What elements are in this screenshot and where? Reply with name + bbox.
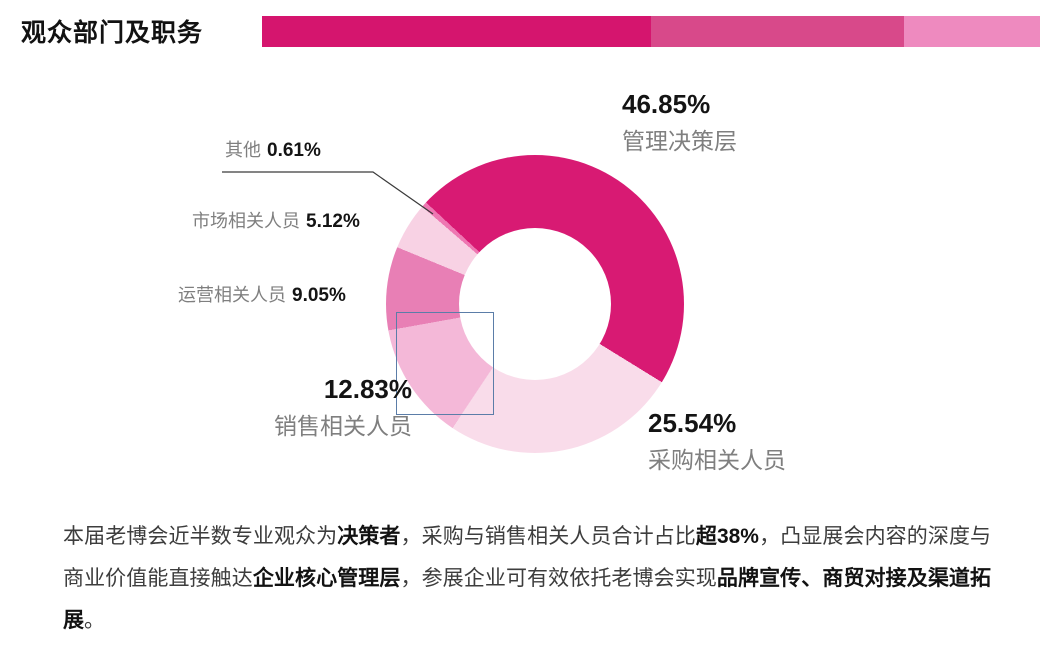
summary-run: ，凸显展会内容的深度与商业价值能直接触达 [63, 525, 992, 590]
title-bar [262, 16, 1040, 47]
other-percent: 0.61% [267, 140, 321, 161]
procurement-percent: 25.54% [648, 408, 737, 438]
sales-percent: 12.83% [323, 374, 412, 404]
summary-run-bold: 超38% [695, 525, 759, 548]
selection-rectangle-artifact [396, 312, 494, 415]
title-bar-segment [651, 16, 904, 47]
summary-run: 本届老博会近半数专业观众为 [63, 525, 338, 548]
operations-percent: 9.05% [292, 285, 346, 306]
summary-run: ，参展企业可有效依托老博会实现 [400, 567, 717, 590]
sales-label: 销售相关人员 [274, 412, 412, 439]
summary-paragraph: 本届老博会近半数专业观众为决策者，采购与销售相关人员合计占比超38%，凸显展会内… [63, 516, 991, 642]
callout-sales: 12.83% 销售相关人员 [180, 374, 412, 439]
label-marketing: 市场相关人员 5.12% [192, 207, 360, 233]
summary-run-bold: 品牌宣传、商贸对接及渠道拓展 [63, 567, 992, 632]
summary-run: ，采购与销售相关人员合计占比 [400, 525, 696, 548]
label-operations: 运营相关人员 9.05% [178, 281, 346, 307]
label-other: 其他 0.61% [225, 136, 321, 162]
callout-management: 46.85% 管理决策层 [622, 89, 737, 154]
title-bar-segment [903, 16, 1040, 47]
title-bar-segment [262, 16, 651, 47]
management-label: 管理决策层 [622, 127, 737, 154]
callout-procurement: 25.54% 采购相关人员 [648, 408, 786, 473]
page-title: 观众部门及职务 [21, 19, 204, 47]
donut-hole [459, 228, 611, 380]
summary-run-bold: 企业核心管理层 [252, 567, 401, 590]
management-percent: 46.85% [622, 89, 711, 119]
other-label: 其他 [225, 140, 261, 160]
donut-chart [386, 155, 684, 453]
procurement-label: 采购相关人员 [648, 446, 786, 473]
summary-run-bold: 决策者 [337, 525, 401, 548]
marketing-percent: 5.12% [306, 211, 360, 232]
operations-label: 运营相关人员 [178, 285, 286, 305]
marketing-label: 市场相关人员 [192, 211, 300, 231]
summary-run: 。 [84, 609, 105, 632]
